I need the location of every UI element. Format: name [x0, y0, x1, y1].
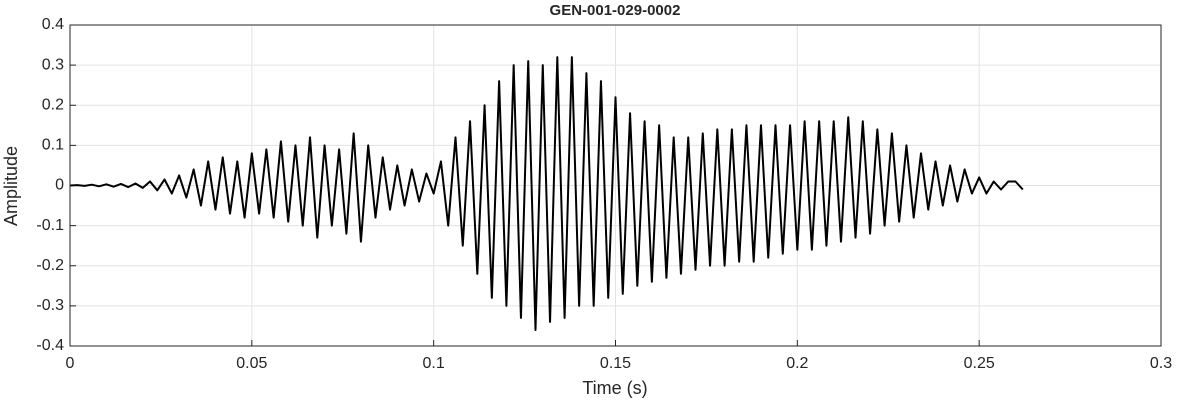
- x-tick-label: 0.3: [1150, 355, 1172, 372]
- y-tick-label: 0.3: [42, 56, 64, 73]
- y-axis-label: Amplitude: [1, 146, 21, 226]
- y-tick-label: 0.2: [42, 96, 64, 113]
- waveform-line: [69, 56, 1024, 331]
- y-tick-label: -0.2: [36, 257, 64, 274]
- chart-title: GEN-001-029-0002: [550, 2, 681, 19]
- x-tick-label: 0.2: [786, 355, 808, 372]
- y-tick-label: 0.1: [42, 137, 64, 154]
- x-tick-label: 0.05: [236, 355, 267, 372]
- y-tick-label: -0.1: [36, 217, 64, 234]
- x-tick-label: 0.15: [600, 355, 631, 372]
- x-tick-label: 0: [66, 355, 75, 372]
- x-tick-label: 0.1: [423, 355, 445, 372]
- y-tick-label: -0.3: [36, 297, 64, 314]
- x-tick-label: 0.25: [964, 355, 995, 372]
- x-axis-label: Time (s): [582, 378, 647, 398]
- plot-frame: [69, 24, 1162, 347]
- y-tick-label: 0.4: [42, 16, 64, 33]
- y-tick-label: 0: [55, 177, 64, 194]
- y-tick-label: -0.4: [36, 337, 64, 354]
